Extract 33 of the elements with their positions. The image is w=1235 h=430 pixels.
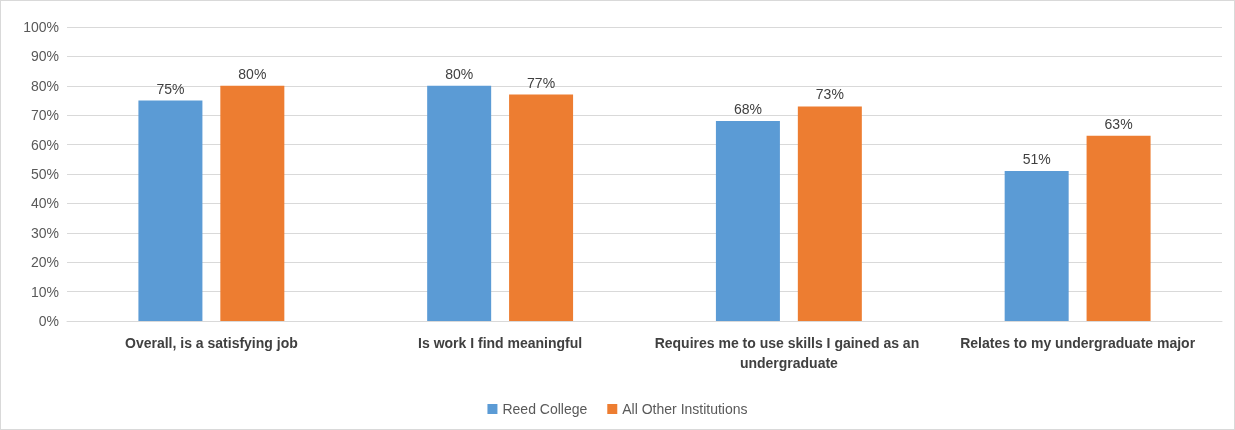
bar: [797, 106, 862, 321]
legend-label: All Other Institutions: [622, 401, 748, 417]
data-label: 75%: [156, 80, 185, 97]
data-label: 80%: [238, 65, 267, 82]
y-tick-label: 40%: [30, 195, 59, 212]
x-tick-label: Relates to my undergraduate major: [960, 335, 1196, 351]
y-tick-label: 90%: [30, 48, 59, 65]
bar: [1086, 135, 1151, 321]
data-label: 63%: [1104, 115, 1133, 132]
y-tick-label: 60%: [30, 136, 59, 153]
x-tick-label: Requires me to use skills I gained as an undergraduate: [654, 335, 924, 371]
y-tick-label: 50%: [30, 166, 59, 182]
x-tick-label: Is work I find meaningful: [418, 335, 583, 351]
data-label: 68%: [733, 101, 762, 118]
y-tick-label: 0%: [38, 313, 59, 329]
y-tick-label: 20%: [30, 254, 59, 271]
data-label: 73%: [815, 86, 844, 103]
bar: [1004, 171, 1069, 321]
bar: [509, 94, 574, 321]
y-tick-label: 80%: [30, 77, 59, 94]
y-tick-label: 70%: [30, 107, 59, 124]
legend-label: Reed College: [502, 401, 588, 417]
bar: [138, 100, 203, 321]
bar: [427, 85, 492, 321]
x-tick-label: Overall, is a satisfying job: [125, 335, 298, 351]
data-label: 77%: [527, 74, 556, 91]
y-tick-label: 10%: [30, 283, 59, 300]
data-label: 80%: [445, 65, 474, 82]
data-label: 51%: [1022, 151, 1051, 168]
y-tick-label: 30%: [30, 224, 59, 241]
bar: [220, 85, 285, 321]
bar: [715, 121, 780, 321]
y-tick-label: 100%: [23, 19, 59, 35]
